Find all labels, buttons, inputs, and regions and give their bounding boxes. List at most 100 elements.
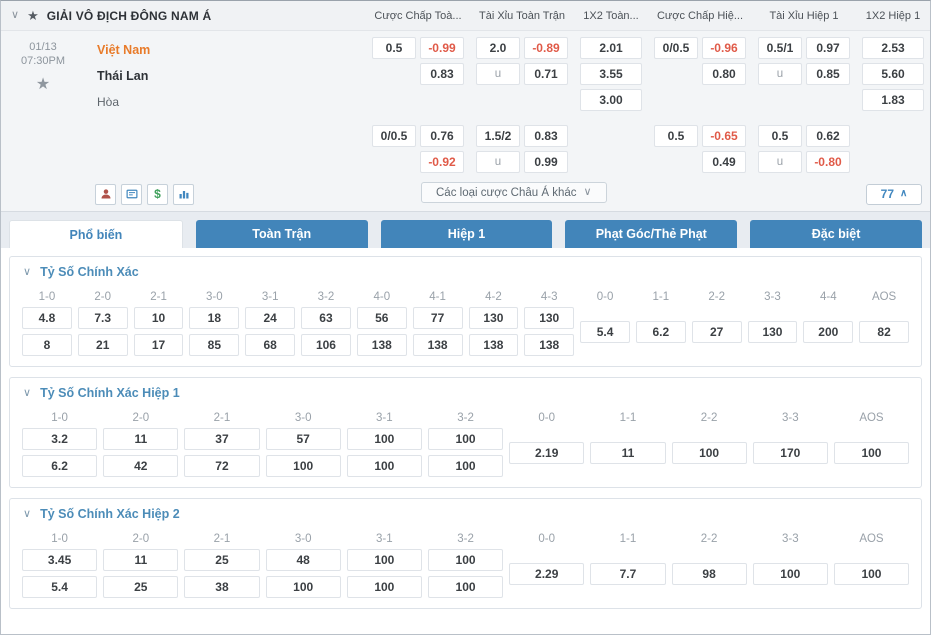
odds-cell[interactable]: 3.2 [22,428,98,450]
odds-cell[interactable]: 98 [671,562,747,585]
section-header[interactable]: ∨ Tỷ Số Chính Xác Hiệp 2 [10,499,921,529]
odds-cell[interactable]: -0.96 [702,37,746,59]
odds-cell[interactable]: 5.4 [580,320,630,343]
odds-cell[interactable]: u [476,63,520,85]
odds-cell[interactable]: 11 [590,441,666,464]
odds-cell[interactable]: 100 [427,549,504,571]
odds-cell[interactable]: 0.99 [524,151,568,173]
section-header[interactable]: ∨ Tỷ Số Chính Xác Hiệp 1 [10,378,921,408]
odds-cell[interactable]: 6.2 [22,455,98,477]
live-tv-button[interactable] [121,183,142,205]
odds-cell[interactable]: 77 [412,307,463,329]
odds-cell[interactable]: 18 [189,307,240,329]
odds-cell[interactable]: -0.65 [702,125,746,147]
odds-cell[interactable]: 100 [833,441,910,464]
odds-cell[interactable]: 106 [301,334,351,356]
odds-cell[interactable]: 68 [245,334,296,356]
tab-dac-biet[interactable]: Đặc biệt [750,220,922,248]
odds-cell[interactable]: 0.5 [758,125,802,147]
odds-cell[interactable]: 21 [77,334,128,356]
section-header[interactable]: ∨ Tỷ Số Chính Xác [10,257,921,287]
odds-cell[interactable]: 0.85 [806,63,850,85]
odds-cell[interactable]: 24 [245,307,296,329]
odds-cell[interactable]: 4.8 [22,307,72,329]
odds-cell[interactable]: 100 [427,428,504,450]
odds-cell[interactable]: 1.83 [862,89,924,111]
odds-cell[interactable]: 100 [752,562,828,585]
odds-cell[interactable]: 0.83 [420,63,464,85]
odds-cell[interactable]: 100 [346,455,422,477]
odds-cell[interactable]: 2.0 [476,37,520,59]
odds-cell[interactable]: u [758,63,802,85]
odds-cell[interactable]: 3.45 [22,549,98,571]
odds-cell[interactable]: 82 [859,320,909,343]
odds-cell[interactable]: 27 [691,320,742,343]
odds-cell[interactable]: 42 [103,455,179,477]
odds-cell[interactable]: 25 [184,549,260,571]
odds-cell[interactable]: 3.00 [580,89,642,111]
odds-cell[interactable]: 63 [301,307,351,329]
odds-cell[interactable]: 17 [133,334,184,356]
odds-cell[interactable]: 0.62 [806,125,850,147]
favorite-star-icon[interactable]: ★ [35,76,51,93]
odds-cell[interactable]: 130 [468,307,519,329]
odds-cell[interactable]: 100 [671,441,747,464]
statistics-button[interactable] [173,183,194,205]
odds-cell[interactable]: 138 [524,334,575,356]
odds-cell[interactable]: 1.5/2 [476,125,520,147]
odds-cell[interactable]: 5.4 [22,576,98,598]
odds-cell[interactable]: 48 [265,549,341,571]
odds-cell[interactable]: 0.49 [702,151,746,173]
odds-cell[interactable]: 100 [833,562,910,585]
odds-cell[interactable]: 2.01 [580,37,642,59]
tab-phat-goc-the-phat[interactable]: Phạt Góc/Thẻ Phạt [565,220,738,248]
cash-odds-button[interactable]: $ [147,183,168,205]
odds-cell[interactable]: 138 [412,334,463,356]
odds-cell[interactable]: 0.80 [702,63,746,85]
odds-cell[interactable]: 11 [103,428,179,450]
odds-cell[interactable]: -0.99 [420,37,464,59]
odds-cell[interactable]: 138 [468,334,519,356]
odds-cell[interactable]: 100 [346,576,422,598]
odds-cell[interactable]: 130 [524,307,575,329]
league-star-icon[interactable]: ★ [27,8,39,23]
collapse-chevron-icon[interactable]: ∨ [11,9,20,21]
odds-cell[interactable]: 10 [133,307,184,329]
more-markets-button[interactable]: 77 ∧ [866,183,922,205]
odds-cell[interactable]: u [758,151,802,173]
tab-hiep-1[interactable]: Hiệp 1 [380,220,553,248]
odds-cell[interactable]: 37 [184,428,260,450]
asian-markets-dropdown[interactable]: Các loại cược Châu Á khác ∨ [421,182,607,203]
odds-cell[interactable]: 0.71 [524,63,568,85]
odds-cell[interactable]: u [476,151,520,173]
odds-cell[interactable]: 85 [189,334,240,356]
odds-cell[interactable]: 100 [346,428,422,450]
odds-cell[interactable]: 0.83 [524,125,568,147]
odds-cell[interactable]: 138 [356,334,407,356]
odds-cell[interactable]: 100 [265,455,341,477]
odds-cell[interactable]: 0.5/1 [758,37,802,59]
odds-cell[interactable]: -0.92 [420,151,464,173]
odds-cell[interactable]: 72 [184,455,260,477]
odds-cell[interactable]: 2.53 [862,37,924,59]
odds-cell[interactable]: -0.80 [806,151,850,173]
odds-cell[interactable]: 8 [22,334,72,356]
odds-cell[interactable]: 0.97 [806,37,850,59]
odds-cell[interactable]: 0.76 [420,125,464,147]
odds-cell[interactable]: 7.3 [77,307,128,329]
odds-cell[interactable]: 0.5 [654,125,698,147]
odds-cell[interactable]: 11 [103,549,179,571]
odds-cell[interactable]: 2.19 [509,441,585,464]
odds-cell[interactable]: 0/0.5 [654,37,698,59]
odds-cell[interactable]: 170 [752,441,828,464]
head-to-head-button[interactable] [95,183,116,205]
odds-cell[interactable]: 0.5 [372,37,416,59]
odds-cell[interactable]: 100 [427,576,504,598]
odds-cell[interactable]: 100 [346,549,422,571]
tab-pho-bien[interactable]: Phổ biến [9,220,183,248]
odds-cell[interactable]: 25 [103,576,179,598]
odds-cell[interactable]: 200 [803,320,854,343]
odds-cell[interactable]: 3.55 [580,63,642,85]
odds-cell[interactable]: 2.29 [509,562,585,585]
odds-cell[interactable]: -0.89 [524,37,568,59]
